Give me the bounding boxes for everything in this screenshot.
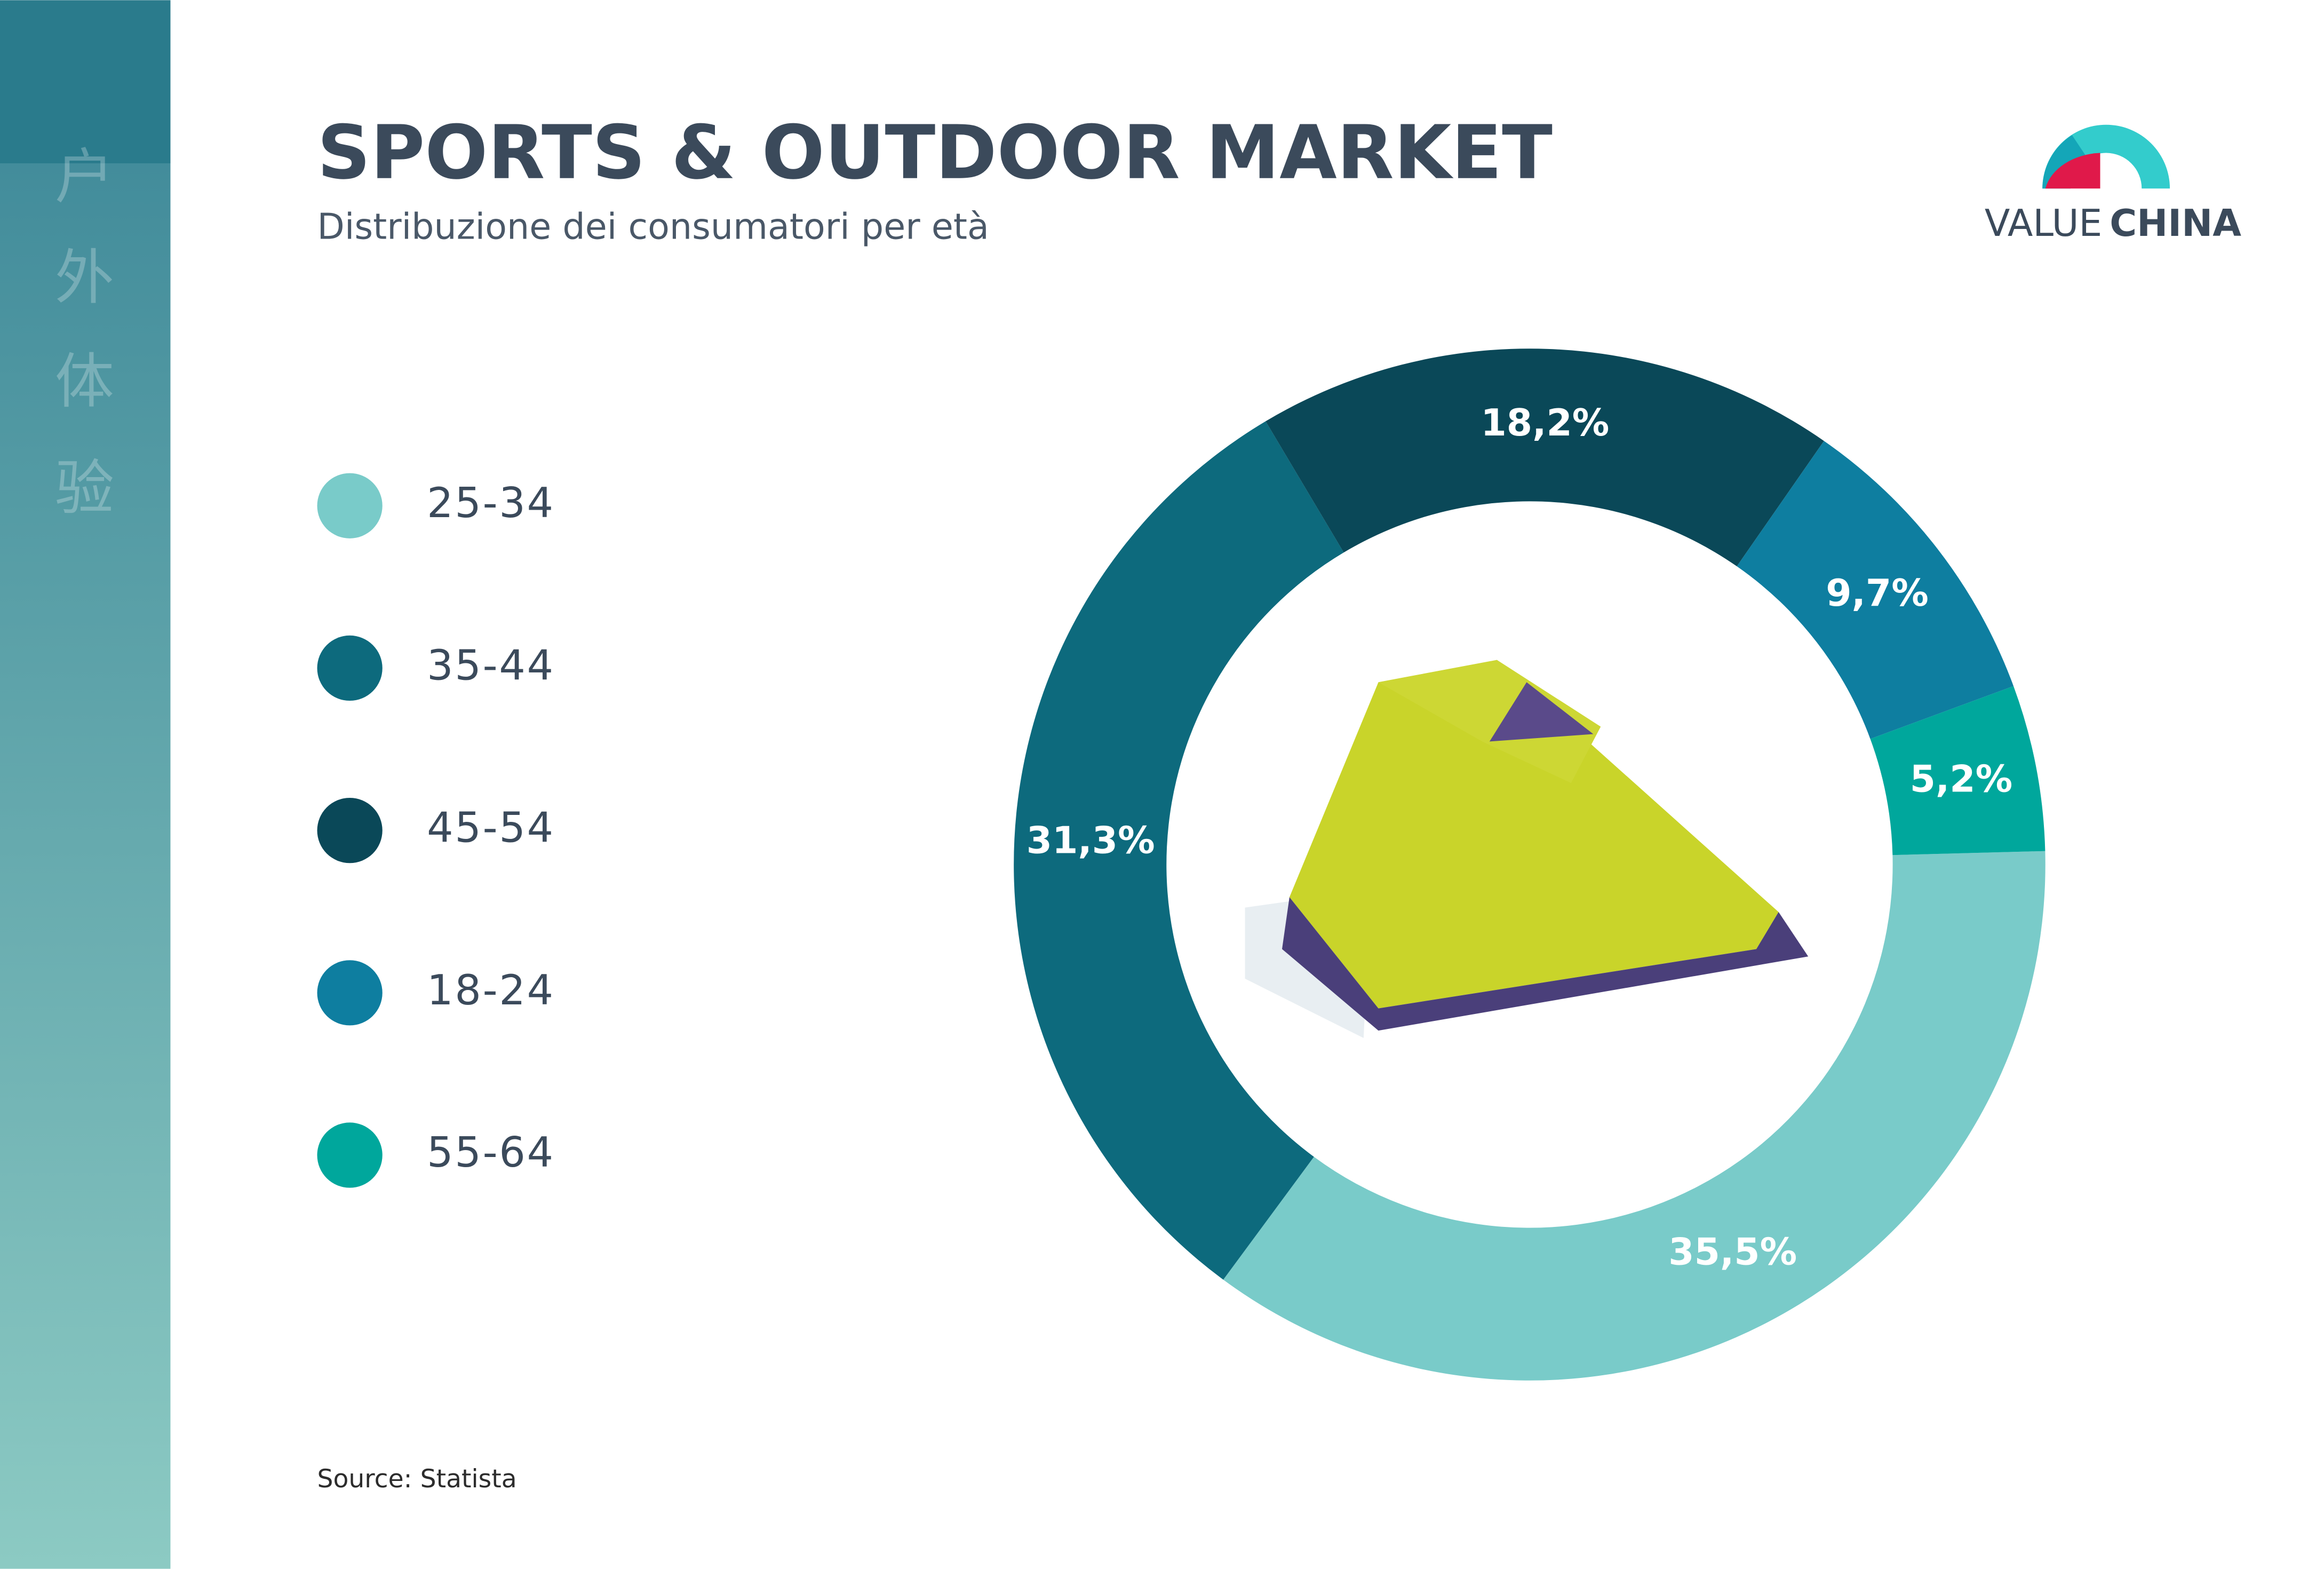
slice-label: 35,5% xyxy=(1668,1231,1797,1273)
slice-label: 31,3% xyxy=(1026,819,1155,862)
logo: VALUE CHINA xyxy=(1985,124,2241,245)
legend-swatch xyxy=(317,1122,383,1188)
sidebar xyxy=(0,0,171,1569)
slice-label: 18,2% xyxy=(1481,402,1609,445)
legend-label: 18-24 xyxy=(427,966,555,1015)
sidebar-char: 验 xyxy=(55,454,114,523)
tent-body xyxy=(1289,660,1779,1009)
legend-swatch xyxy=(317,635,383,701)
legend: 25-34 35-44 45-54 18-24 55-64 xyxy=(317,473,555,1188)
chart-title: SPORTS & OUTDOOR MARKET xyxy=(317,109,1553,196)
logo-text: VALUE CHINA xyxy=(1985,202,2241,245)
donut-slice xyxy=(1223,851,2046,1381)
logo-word: VALUE xyxy=(1985,202,2102,245)
legend-swatch xyxy=(317,798,383,863)
legend-label: 45-54 xyxy=(427,804,555,852)
legend-label: 35-44 xyxy=(427,641,555,690)
tent-window xyxy=(1489,682,1594,742)
legend-swatch xyxy=(317,473,383,538)
legend-label: 25-34 xyxy=(427,479,555,527)
donut-slice xyxy=(1870,686,2046,855)
donut-slice xyxy=(1266,348,1824,567)
donut-slice xyxy=(1737,441,2014,739)
sidebar-char: 户 xyxy=(55,143,114,212)
tent-top xyxy=(1378,660,1601,783)
logo-arc xyxy=(2045,153,2100,189)
donut-slice xyxy=(1014,421,1344,1280)
tent xyxy=(1245,660,1809,1039)
sidebar-char: 外 xyxy=(55,244,114,313)
sidebar-char: 体 xyxy=(55,347,114,416)
logo-word: CHINA xyxy=(2110,202,2241,245)
legend-swatch xyxy=(317,960,383,1026)
legend-label: 55-64 xyxy=(427,1129,555,1177)
slice-label: 5,2% xyxy=(1910,758,2013,801)
chart-subtitle: Distribuzione dei consumatori per età xyxy=(317,206,989,248)
slice-label: 9,7% xyxy=(1826,572,1929,615)
tent-base xyxy=(1282,897,1809,1031)
source: Source: Statista xyxy=(317,1464,517,1494)
sidebar-top xyxy=(0,0,171,163)
donut: 35,5% 31,3% 18,2% 9,7% 5,2% xyxy=(1014,348,2046,1381)
